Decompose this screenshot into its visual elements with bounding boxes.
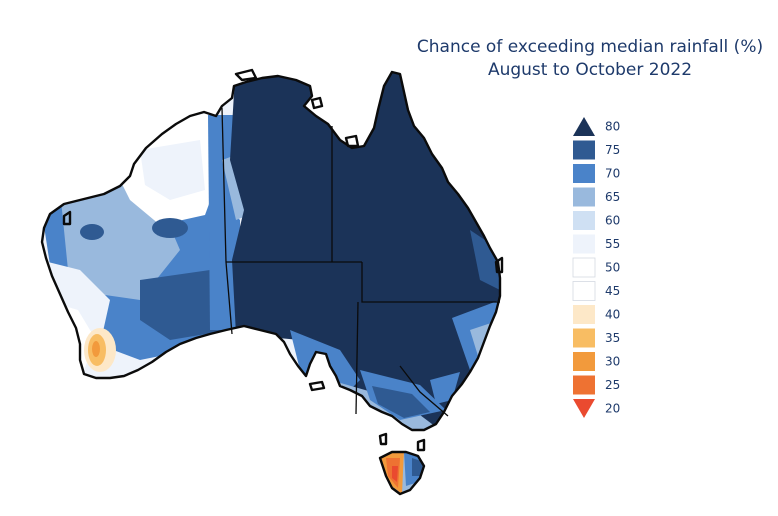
legend-label: 50: [605, 261, 620, 275]
tasmania-coastline: [378, 450, 426, 496]
legend-swatch: [573, 140, 595, 160]
island-kangaroo: [308, 380, 326, 392]
legend-label: 20: [605, 402, 620, 416]
island-king: [378, 432, 388, 446]
legend-swatch: [572, 257, 596, 278]
legend-swatch: [573, 328, 595, 348]
legend-swatch: [572, 281, 596, 301]
legend-label: 60: [605, 214, 620, 228]
island-melville: [234, 68, 258, 82]
legend: 80 75 70 65 60 55 50 45 40 35 30 25 20: [572, 117, 620, 418]
sa-nsw-vic-border: [355, 301, 359, 415]
island-groote: [344, 134, 360, 148]
legend-swatch: [573, 187, 595, 207]
island-shark-bay: [62, 210, 72, 226]
legend-swatch: [573, 234, 595, 254]
legend-swatch: [573, 352, 595, 371]
legend-label: 40: [605, 308, 620, 322]
legend-label: 75: [605, 143, 620, 157]
sa-qld-border: [361, 262, 500, 303]
map-title: Chance of exceeding median rainfall (%): [417, 37, 763, 57]
legend-label: 35: [605, 331, 620, 345]
map-subtitle: August to October 2022: [488, 60, 692, 80]
island-mornington: [310, 96, 324, 110]
legend-swatch: [573, 164, 595, 183]
legend-swatch: [573, 375, 595, 395]
legend-arrow-down-icon: [573, 399, 595, 418]
island-fraser: [494, 256, 504, 274]
island-flinders: [416, 438, 426, 452]
legend-arrow-up-icon: [573, 117, 595, 136]
legend-label: 25: [605, 378, 620, 392]
legend-label: 30: [605, 355, 620, 369]
legend-label: 80: [605, 120, 620, 134]
state-borders: [221, 107, 500, 417]
legend-swatch: [573, 211, 595, 230]
legend-swatch: [573, 305, 595, 324]
legend-label: 65: [605, 190, 620, 204]
legend-label: 55: [605, 237, 620, 251]
legend-label: 45: [605, 284, 620, 298]
legend-label: 70: [605, 167, 620, 181]
nsw-vic-border: [399, 365, 449, 417]
